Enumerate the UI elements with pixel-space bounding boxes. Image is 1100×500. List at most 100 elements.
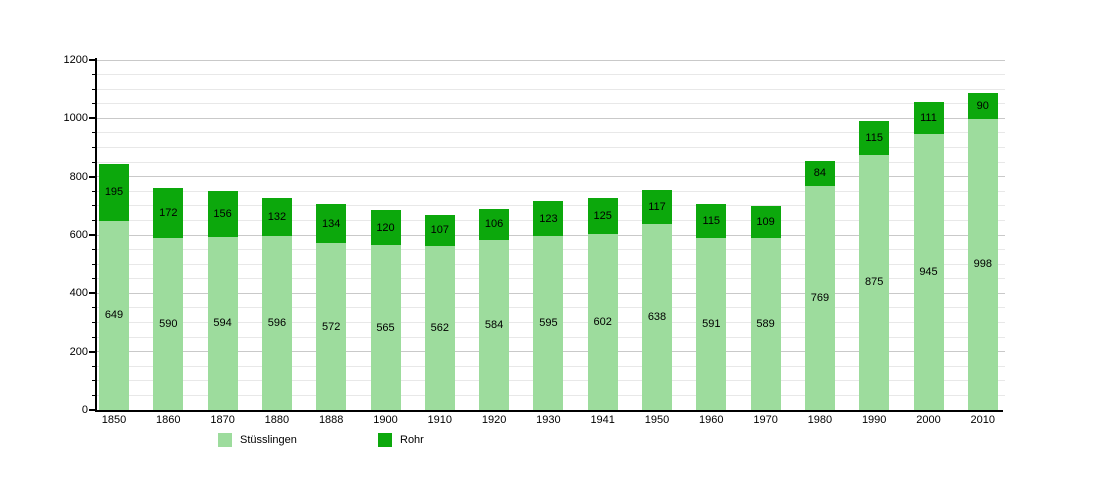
y-minor-tick <box>92 336 97 338</box>
bar-segment-stuesslingen <box>370 245 401 410</box>
bar-value-label: 875 <box>865 276 884 289</box>
x-tick-label: 1850 <box>101 414 127 426</box>
x-tick-label: 1950 <box>644 414 670 426</box>
bar-value-label: 172 <box>159 206 178 219</box>
bar-segment-rohr <box>153 187 184 238</box>
y-tick-label: 600 <box>69 229 88 241</box>
bar-segment-rohr <box>424 214 455 247</box>
y-major-tick <box>89 350 97 353</box>
y-minor-tick <box>92 307 97 309</box>
bar-segment-rohr <box>696 204 727 238</box>
bar-value-label: 572 <box>322 320 341 333</box>
y-tick-label: 1200 <box>63 54 88 66</box>
bar-segment-stuesslingen <box>750 238 781 410</box>
y-minor-tick <box>92 205 97 207</box>
y-minor-tick <box>92 74 97 76</box>
bar-segment-stuesslingen <box>967 118 998 410</box>
bar-segment-stuesslingen <box>99 220 129 410</box>
bar-segment-stuesslingen <box>913 134 944 410</box>
gridline-minor <box>97 147 1005 148</box>
y-major-tick <box>89 292 97 295</box>
legend-swatch-stuesslingen <box>218 433 232 447</box>
y-minor-tick <box>92 365 97 367</box>
bar-value-label: 123 <box>539 212 558 225</box>
bar-value-label: 134 <box>322 217 341 230</box>
bar-segment-rohr <box>587 197 618 235</box>
bar-value-label: 998 <box>973 258 992 271</box>
bar-value-label: 594 <box>213 317 232 330</box>
x-axis-line <box>95 410 1003 412</box>
bar-value-label: 107 <box>430 224 449 237</box>
bar-value-label: 90 <box>976 99 989 112</box>
bar-value-label: 945 <box>919 266 938 279</box>
bar-segment-rohr <box>207 191 238 237</box>
gridline-minor <box>97 74 1005 76</box>
bar-segment-stuesslingen <box>533 236 564 410</box>
x-tick-label: 1910 <box>427 414 453 426</box>
bar-segment-stuesslingen <box>479 239 510 410</box>
bar-value-label: 120 <box>376 221 395 234</box>
bar-segment-rohr <box>750 206 781 239</box>
y-minor-tick <box>92 103 97 105</box>
y-tick-label: 400 <box>69 287 88 300</box>
bar-value-label: 109 <box>756 216 775 229</box>
x-tick-label: 1870 <box>210 414 235 426</box>
y-major-tick <box>89 234 97 236</box>
bar-segment-rohr <box>804 161 835 186</box>
x-tick-label: 1970 <box>753 414 778 426</box>
x-tick-label: 1920 <box>481 414 507 426</box>
y-major-tick <box>89 59 97 61</box>
bar-segment-stuesslingen <box>696 237 727 410</box>
x-tick-label: 1880 <box>264 414 290 426</box>
y-minor-tick <box>92 88 97 90</box>
bar-value-label: 115 <box>865 132 883 145</box>
bar-value-label: 132 <box>267 210 287 223</box>
bar-segment-stuesslingen <box>261 236 292 410</box>
legend-label-rohr: Rohr <box>400 434 424 446</box>
x-tick-label: 1900 <box>373 414 398 426</box>
bar-value-label: 596 <box>267 317 287 330</box>
bar-segment-stuesslingen <box>859 154 890 410</box>
y-minor-tick <box>92 147 97 148</box>
bar-segment-stuesslingen <box>804 185 835 410</box>
y-tick-label: 1000 <box>63 112 88 125</box>
y-tick-label: 0 <box>81 404 88 416</box>
bar-segment-rohr <box>370 210 401 246</box>
y-minor-tick <box>92 278 97 280</box>
x-tick-label: 2010 <box>970 414 996 426</box>
x-tick-label: 1888 <box>318 414 344 426</box>
y-major-tick <box>89 175 97 178</box>
x-tick-label: 1990 <box>861 414 887 426</box>
gridline-minor <box>97 88 1005 90</box>
bar-value-label: 591 <box>702 317 721 330</box>
bar-segment-rohr <box>967 92 998 119</box>
x-tick-label: 1980 <box>807 414 833 426</box>
bar-value-label: 111 <box>920 112 937 125</box>
y-minor-tick <box>92 380 97 382</box>
bar-value-label: 156 <box>213 208 232 220</box>
bar-value-label: 562 <box>430 322 449 335</box>
bar-value-label: 589 <box>756 318 775 331</box>
y-major-tick <box>89 409 97 411</box>
bar-value-label: 769 <box>810 291 830 304</box>
bar-segment-rohr <box>261 197 292 237</box>
y-minor-tick <box>92 322 97 323</box>
y-minor-tick <box>92 132 97 134</box>
x-tick-label: 1930 <box>536 414 561 426</box>
y-tick-label: 800 <box>69 170 88 183</box>
bar-segment-rohr <box>316 204 347 244</box>
bar-segment-stuesslingen <box>587 234 618 410</box>
y-tick-label: 200 <box>69 345 88 358</box>
x-tick-label: 1960 <box>699 414 724 426</box>
gridline-minor <box>97 190 1005 192</box>
y-minor-tick <box>92 249 97 251</box>
bar-value-label: 565 <box>376 321 395 334</box>
y-minor-tick <box>92 190 97 192</box>
bar-segment-rohr <box>99 163 129 221</box>
bar-segment-stuesslingen <box>153 237 184 410</box>
bar-segment-rohr <box>533 200 564 237</box>
gridline-minor <box>97 132 1005 134</box>
bar-segment-stuesslingen <box>424 246 455 410</box>
gridline-major <box>97 59 1005 61</box>
legend-swatch-rohr <box>378 433 392 447</box>
